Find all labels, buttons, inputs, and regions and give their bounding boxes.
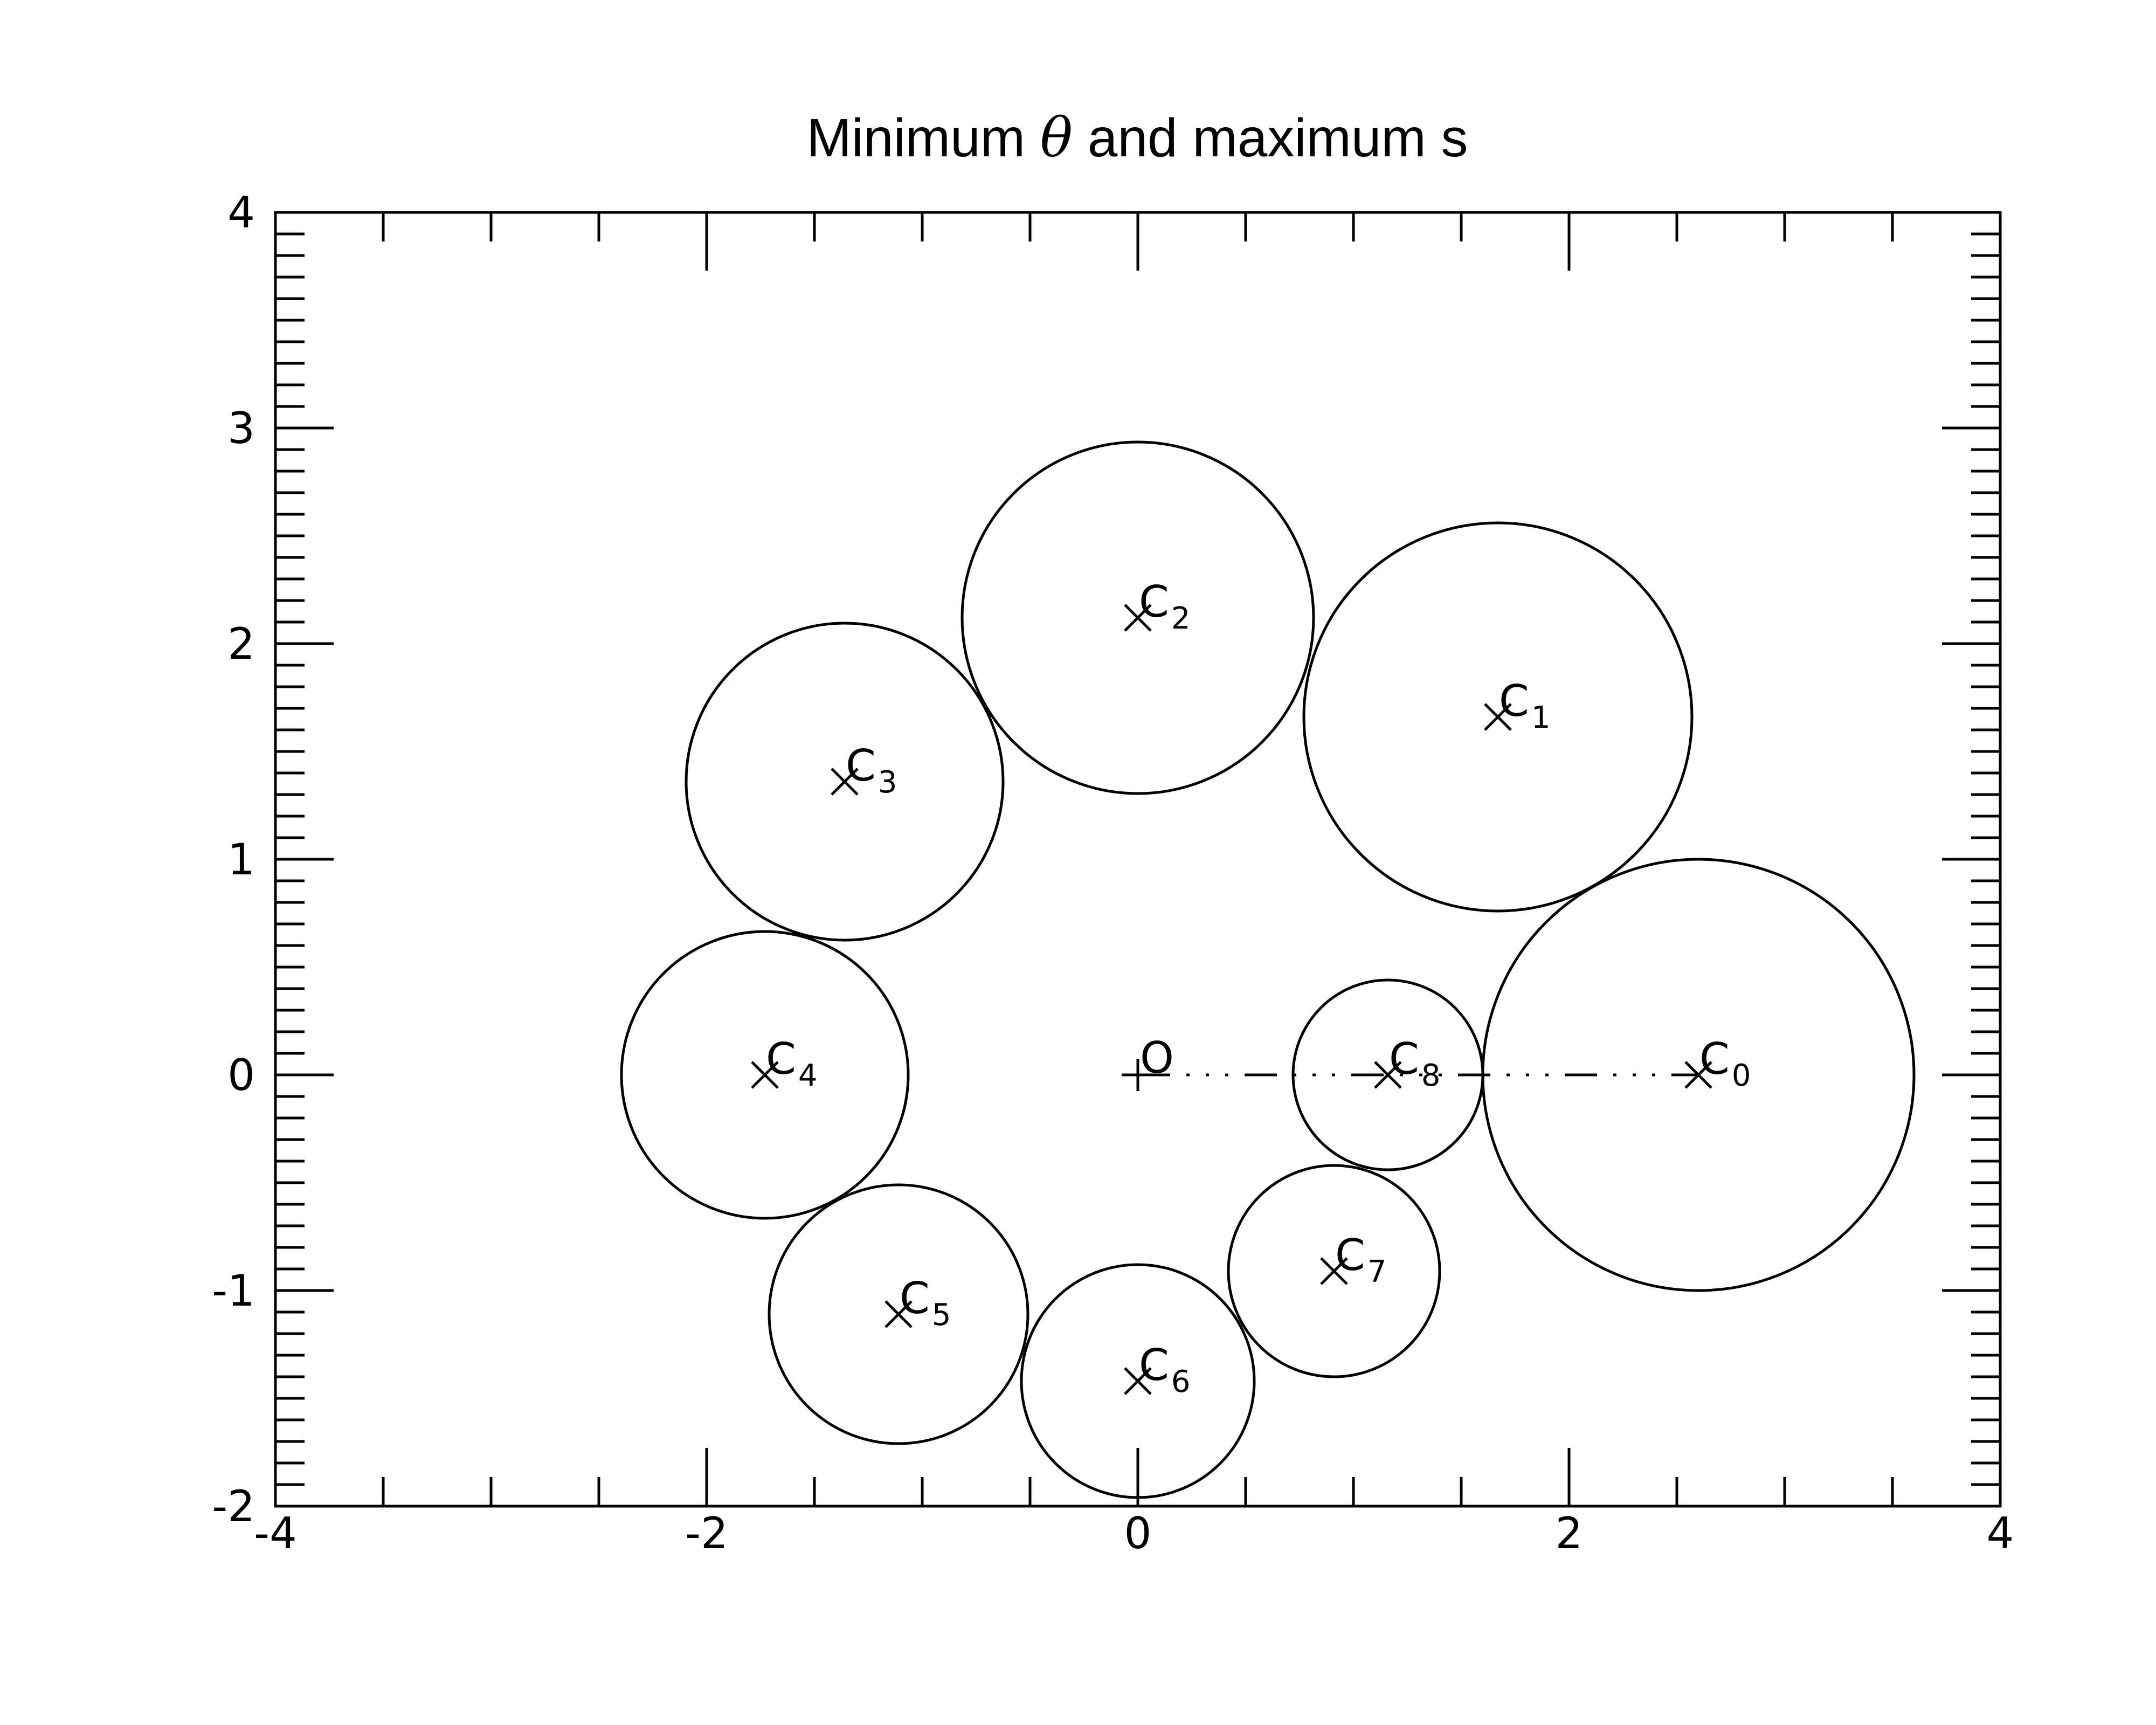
center-marker (1124, 1367, 1152, 1395)
y-tick-label: 1 (227, 834, 255, 885)
center-label-c7: C7 (1335, 1230, 1387, 1289)
y-tick-label: 0 (227, 1050, 255, 1100)
origin-label: O (1140, 1033, 1174, 1083)
x-tick-label: 2 (1556, 1508, 1583, 1558)
circle-c4 (620, 930, 910, 1220)
circle-c1 (1302, 521, 1694, 913)
circle-c6 (1020, 1263, 1256, 1499)
center-marker (1684, 1061, 1712, 1089)
chart-title-suffix: and maximum s (1073, 108, 1468, 168)
center-marker (884, 1300, 913, 1328)
center-marker (1320, 1257, 1348, 1285)
x-tick-label: 0 (1124, 1508, 1152, 1558)
y-tick-label: 2 (227, 619, 255, 669)
y-tick-label: 4 (227, 188, 255, 238)
center-marker (1374, 1061, 1402, 1089)
center-label-c1: C1 (1499, 676, 1551, 735)
x-tick-label: 4 (1987, 1508, 2014, 1558)
y-tick-label: 3 (227, 403, 255, 453)
center-marker (1124, 604, 1152, 632)
center-label-c4: C4 (766, 1034, 818, 1093)
circle-c7 (1227, 1164, 1441, 1378)
plot-area: C0 C1 C2 C3 C4 C5 C6 C7 C8 O (620, 440, 1916, 1499)
center-marker (751, 1061, 779, 1089)
plot-frame (274, 211, 2002, 1508)
chart-title: Minimum θ and maximum s (806, 106, 1468, 169)
center-label-c2: C2 (1139, 577, 1191, 636)
center-marker (1484, 703, 1512, 731)
chart-title-theta: θ (1040, 106, 1073, 169)
axis-ticks (274, 211, 2002, 1508)
center-marker (831, 768, 859, 796)
circle-c3 (685, 622, 1005, 942)
circle-c5 (768, 1183, 1029, 1445)
x-tick-label: -2 (685, 1508, 728, 1558)
center-label-c5: C5 (900, 1273, 951, 1333)
center-label-c3: C3 (846, 741, 897, 800)
y-tick-label: -2 (212, 1481, 255, 1531)
x-tick-label: -4 (254, 1508, 297, 1558)
circle-c2 (960, 440, 1315, 795)
center-label-c8: C8 (1389, 1034, 1441, 1093)
center-label-c0: C0 (1699, 1034, 1751, 1093)
circle-c8 (1291, 978, 1484, 1171)
chart-title-prefix: Minimum (806, 108, 1040, 168)
y-tick-label: -1 (212, 1266, 255, 1316)
center-label-c6: C6 (1139, 1340, 1191, 1399)
